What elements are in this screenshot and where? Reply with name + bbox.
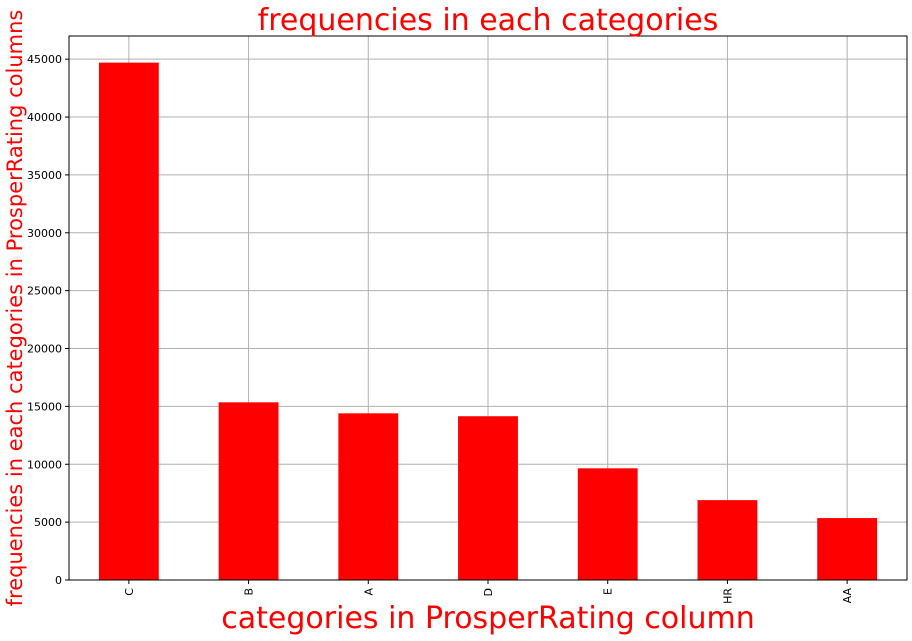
y-tick-label: 35000 [27,169,62,182]
x-tick-label-c: C [123,588,136,596]
y-tick-label: 30000 [27,227,62,240]
x-axis: C B A D E HR AA [123,580,854,604]
y-tick-label: 20000 [27,343,62,356]
x-tick-label-e: E [602,588,615,595]
bar-a [338,413,399,580]
bar-c [98,62,159,580]
bar-e [577,468,638,580]
y-tick-label: 5000 [34,516,62,529]
y-tick-label: 0 [55,574,62,587]
x-tick-label-d: D [482,588,495,596]
bar-d [458,416,518,580]
y-tick-label: 10000 [27,458,62,471]
y-tick-label: 40000 [27,111,62,124]
y-tick-label: 25000 [27,285,62,298]
x-tick-label-a: A [362,588,375,596]
y-axis-label: frequencies in each categories in Prospe… [3,10,27,607]
y-axis: 0 5000 10000 15000 20000 25000 30000 35000 40000… [27,53,69,587]
x-tick-label-aa: AA [841,588,854,604]
x-tick-label-b: B [243,588,256,596]
bar-hr [697,500,758,580]
x-axis-label: categories in ProsperRating column [221,601,754,636]
bar-aa [817,518,878,580]
y-tick-label: 45000 [27,53,62,66]
y-tick-label: 15000 [27,400,62,413]
bar-layer [98,62,878,580]
bar-b [218,402,279,580]
chart-title: frequencies in each categories [258,3,719,38]
x-tick-label-hr: HR [721,588,734,604]
